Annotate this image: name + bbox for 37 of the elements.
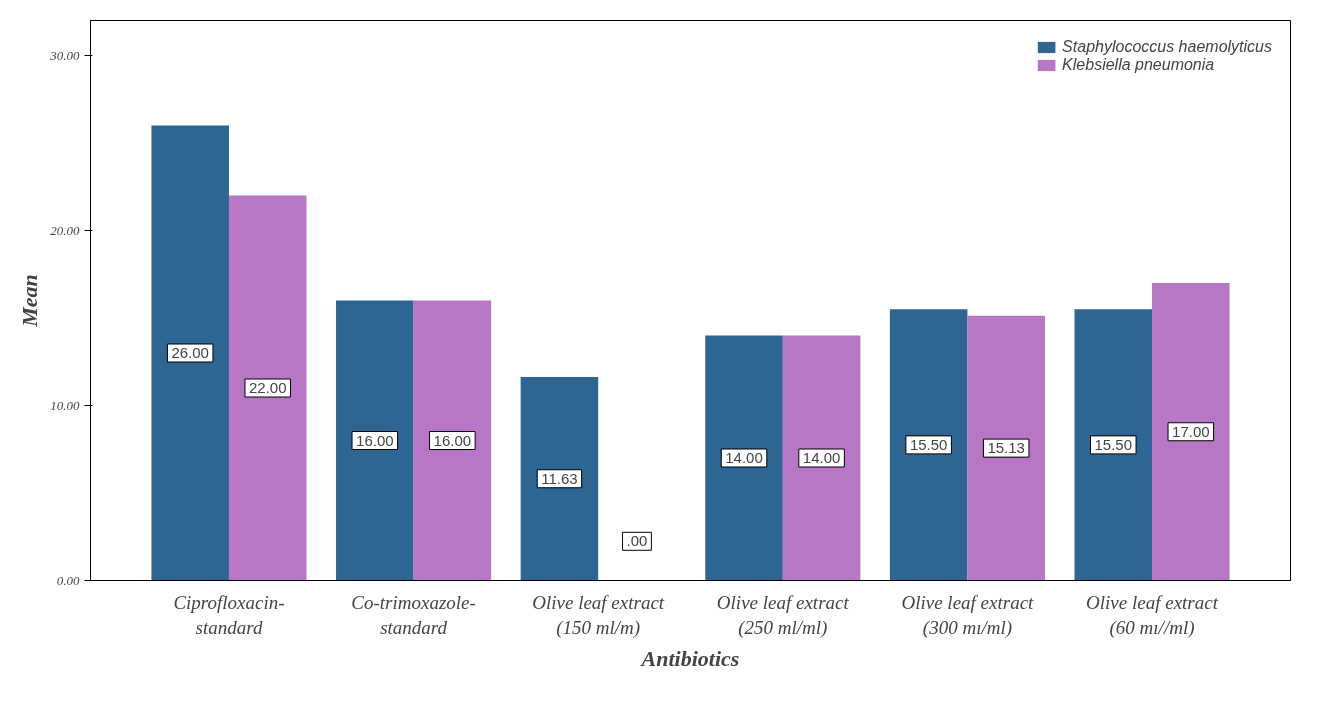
y-tick-label: 20.00 (50, 222, 80, 238)
bar (336, 300, 414, 581)
legend-label: Staphylococcus haemolyticus (1062, 38, 1272, 56)
bar (967, 315, 1045, 581)
bar (151, 125, 229, 581)
text: 26.00 (171, 344, 209, 361)
x-tick-label: Olive leaf extract (150 ml/m) (532, 591, 665, 639)
x-tick-label: Olive leaf extract (60 mı//ml) (1086, 591, 1219, 639)
text: 16.00 (356, 431, 394, 449)
text: 15.13 (987, 439, 1025, 457)
y-tick-label: 10.00 (50, 397, 80, 413)
bar (520, 376, 599, 581)
text: 15.50 (909, 435, 948, 453)
y-tick-label: 30.00 (49, 47, 80, 63)
text: 17.00 (1172, 422, 1210, 440)
y-axis-title: Mean (17, 274, 43, 328)
text: 16.00 (433, 431, 472, 449)
bar (1152, 283, 1230, 581)
bar (413, 300, 492, 581)
y-tick-label: 0.00 (56, 572, 80, 588)
text: 15.50 (1094, 435, 1133, 453)
legend-label: Klebsiella pneumonia (1062, 56, 1215, 74)
text: .00 (626, 532, 648, 550)
x-tick-label: Co-trimoxazole- standard (351, 591, 476, 638)
x-tick-label: Olive leaf extract (250 ml/ml) (716, 591, 850, 639)
bar (889, 309, 968, 581)
bar (228, 195, 307, 581)
bar (1074, 309, 1153, 581)
text: 11.63 (541, 469, 578, 487)
x-tick-label: Ciprofloxacin- standard (173, 591, 285, 638)
text: 14.00 (802, 449, 841, 466)
text: 22.00 (248, 379, 287, 396)
x-axis-title: Antibiotics (639, 645, 740, 671)
text: 14.00 (725, 449, 763, 466)
bar (705, 335, 783, 581)
bar (782, 335, 861, 581)
x-tick-label: Olive leaf extract (300 mı/ml) (901, 591, 1035, 639)
